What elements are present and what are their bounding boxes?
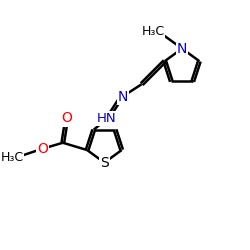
Text: N: N xyxy=(177,42,187,56)
Text: S: S xyxy=(100,156,109,170)
Text: O: O xyxy=(37,142,48,156)
Text: H₃C: H₃C xyxy=(0,151,24,164)
Text: H₃C: H₃C xyxy=(141,25,165,38)
Text: N: N xyxy=(118,90,128,104)
Text: O: O xyxy=(61,112,72,126)
Text: HN: HN xyxy=(97,112,116,125)
